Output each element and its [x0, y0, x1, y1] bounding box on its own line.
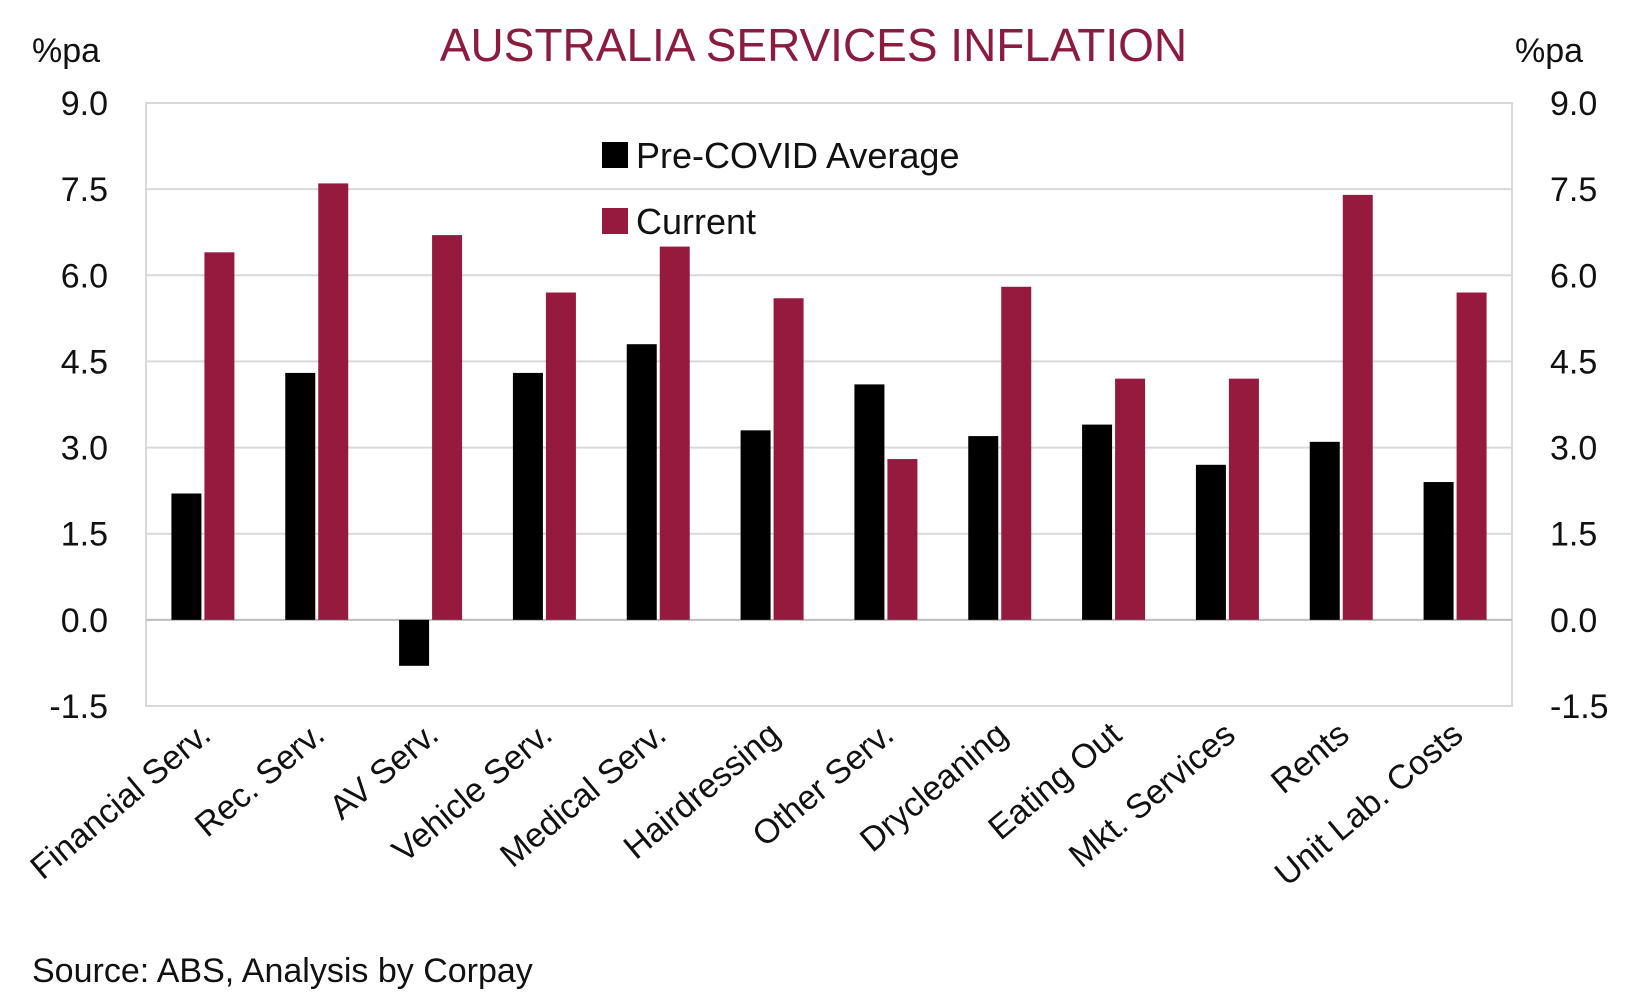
bar-current	[318, 183, 349, 620]
bar-current	[545, 292, 576, 620]
y-tick-label-left: 3.0	[61, 430, 108, 468]
y-tick-label-left: 0.0	[61, 602, 108, 640]
y-axis-unit-left: %pa	[32, 32, 101, 70]
legend-swatch-pre-covid	[602, 142, 628, 168]
bar-pre-covid	[1309, 441, 1340, 620]
plot-frame	[145, 102, 1513, 707]
bar-current	[432, 235, 463, 620]
bar-pre-covid	[171, 493, 202, 620]
bar-current	[1228, 378, 1259, 620]
y-tick-label-right: 3.0	[1550, 430, 1597, 468]
y-tick-label-right: 4.5	[1550, 343, 1597, 381]
source-note: Source: ABS, Analysis by Corpay	[32, 952, 533, 990]
y-tick-label-right: -1.5	[1550, 688, 1609, 726]
y-tick-label-right: 9.0	[1550, 85, 1597, 123]
bar-pre-covid	[626, 344, 657, 620]
y-tick-label-left: 1.5	[61, 516, 108, 554]
bar-pre-covid	[512, 372, 543, 620]
legend-label-pre-covid: Pre-COVID Average	[636, 135, 959, 176]
y-tick-label-left: 7.5	[61, 171, 108, 209]
x-category-label: Rents	[1264, 715, 1356, 801]
bar-pre-covid	[854, 384, 885, 620]
bar-pre-covid	[1195, 464, 1226, 620]
bar-current	[204, 252, 235, 620]
y-tick-label-right: 6.0	[1550, 257, 1597, 295]
y-tick-label-left: 4.5	[61, 343, 108, 381]
y-axis-unit-right: %pa	[1515, 32, 1584, 70]
bar-pre-covid	[1423, 482, 1454, 620]
y-tick-label-right: 0.0	[1550, 602, 1597, 640]
y-tick-label-left: -1.5	[49, 688, 108, 726]
bar-pre-covid	[285, 372, 316, 620]
x-category-label: Financial Serv.	[23, 715, 218, 887]
bar-pre-covid	[1082, 424, 1113, 620]
legend-swatch-current	[602, 208, 628, 234]
y-tick-label-right: 1.5	[1550, 516, 1597, 554]
y-tick-label-left: 6.0	[61, 257, 108, 295]
bar-current	[659, 246, 690, 620]
y-tick-label-left: 9.0	[61, 85, 108, 123]
y-tick-label-right: 7.5	[1550, 171, 1597, 209]
bar-current	[887, 459, 918, 620]
x-category-label: Unit Lab. Costs	[1268, 715, 1470, 894]
bar-current	[1342, 194, 1373, 620]
bar-current	[1115, 378, 1146, 620]
chart-title: AUSTRALIA SERVICES INFLATION	[439, 19, 1188, 71]
bar-current	[773, 298, 804, 620]
legend-label-current: Current	[636, 201, 756, 242]
bar-pre-covid	[399, 619, 430, 666]
bar-pre-covid	[740, 430, 771, 620]
bar-current	[1001, 286, 1032, 620]
bar-pre-covid	[968, 436, 999, 620]
bar-current	[1456, 292, 1487, 620]
